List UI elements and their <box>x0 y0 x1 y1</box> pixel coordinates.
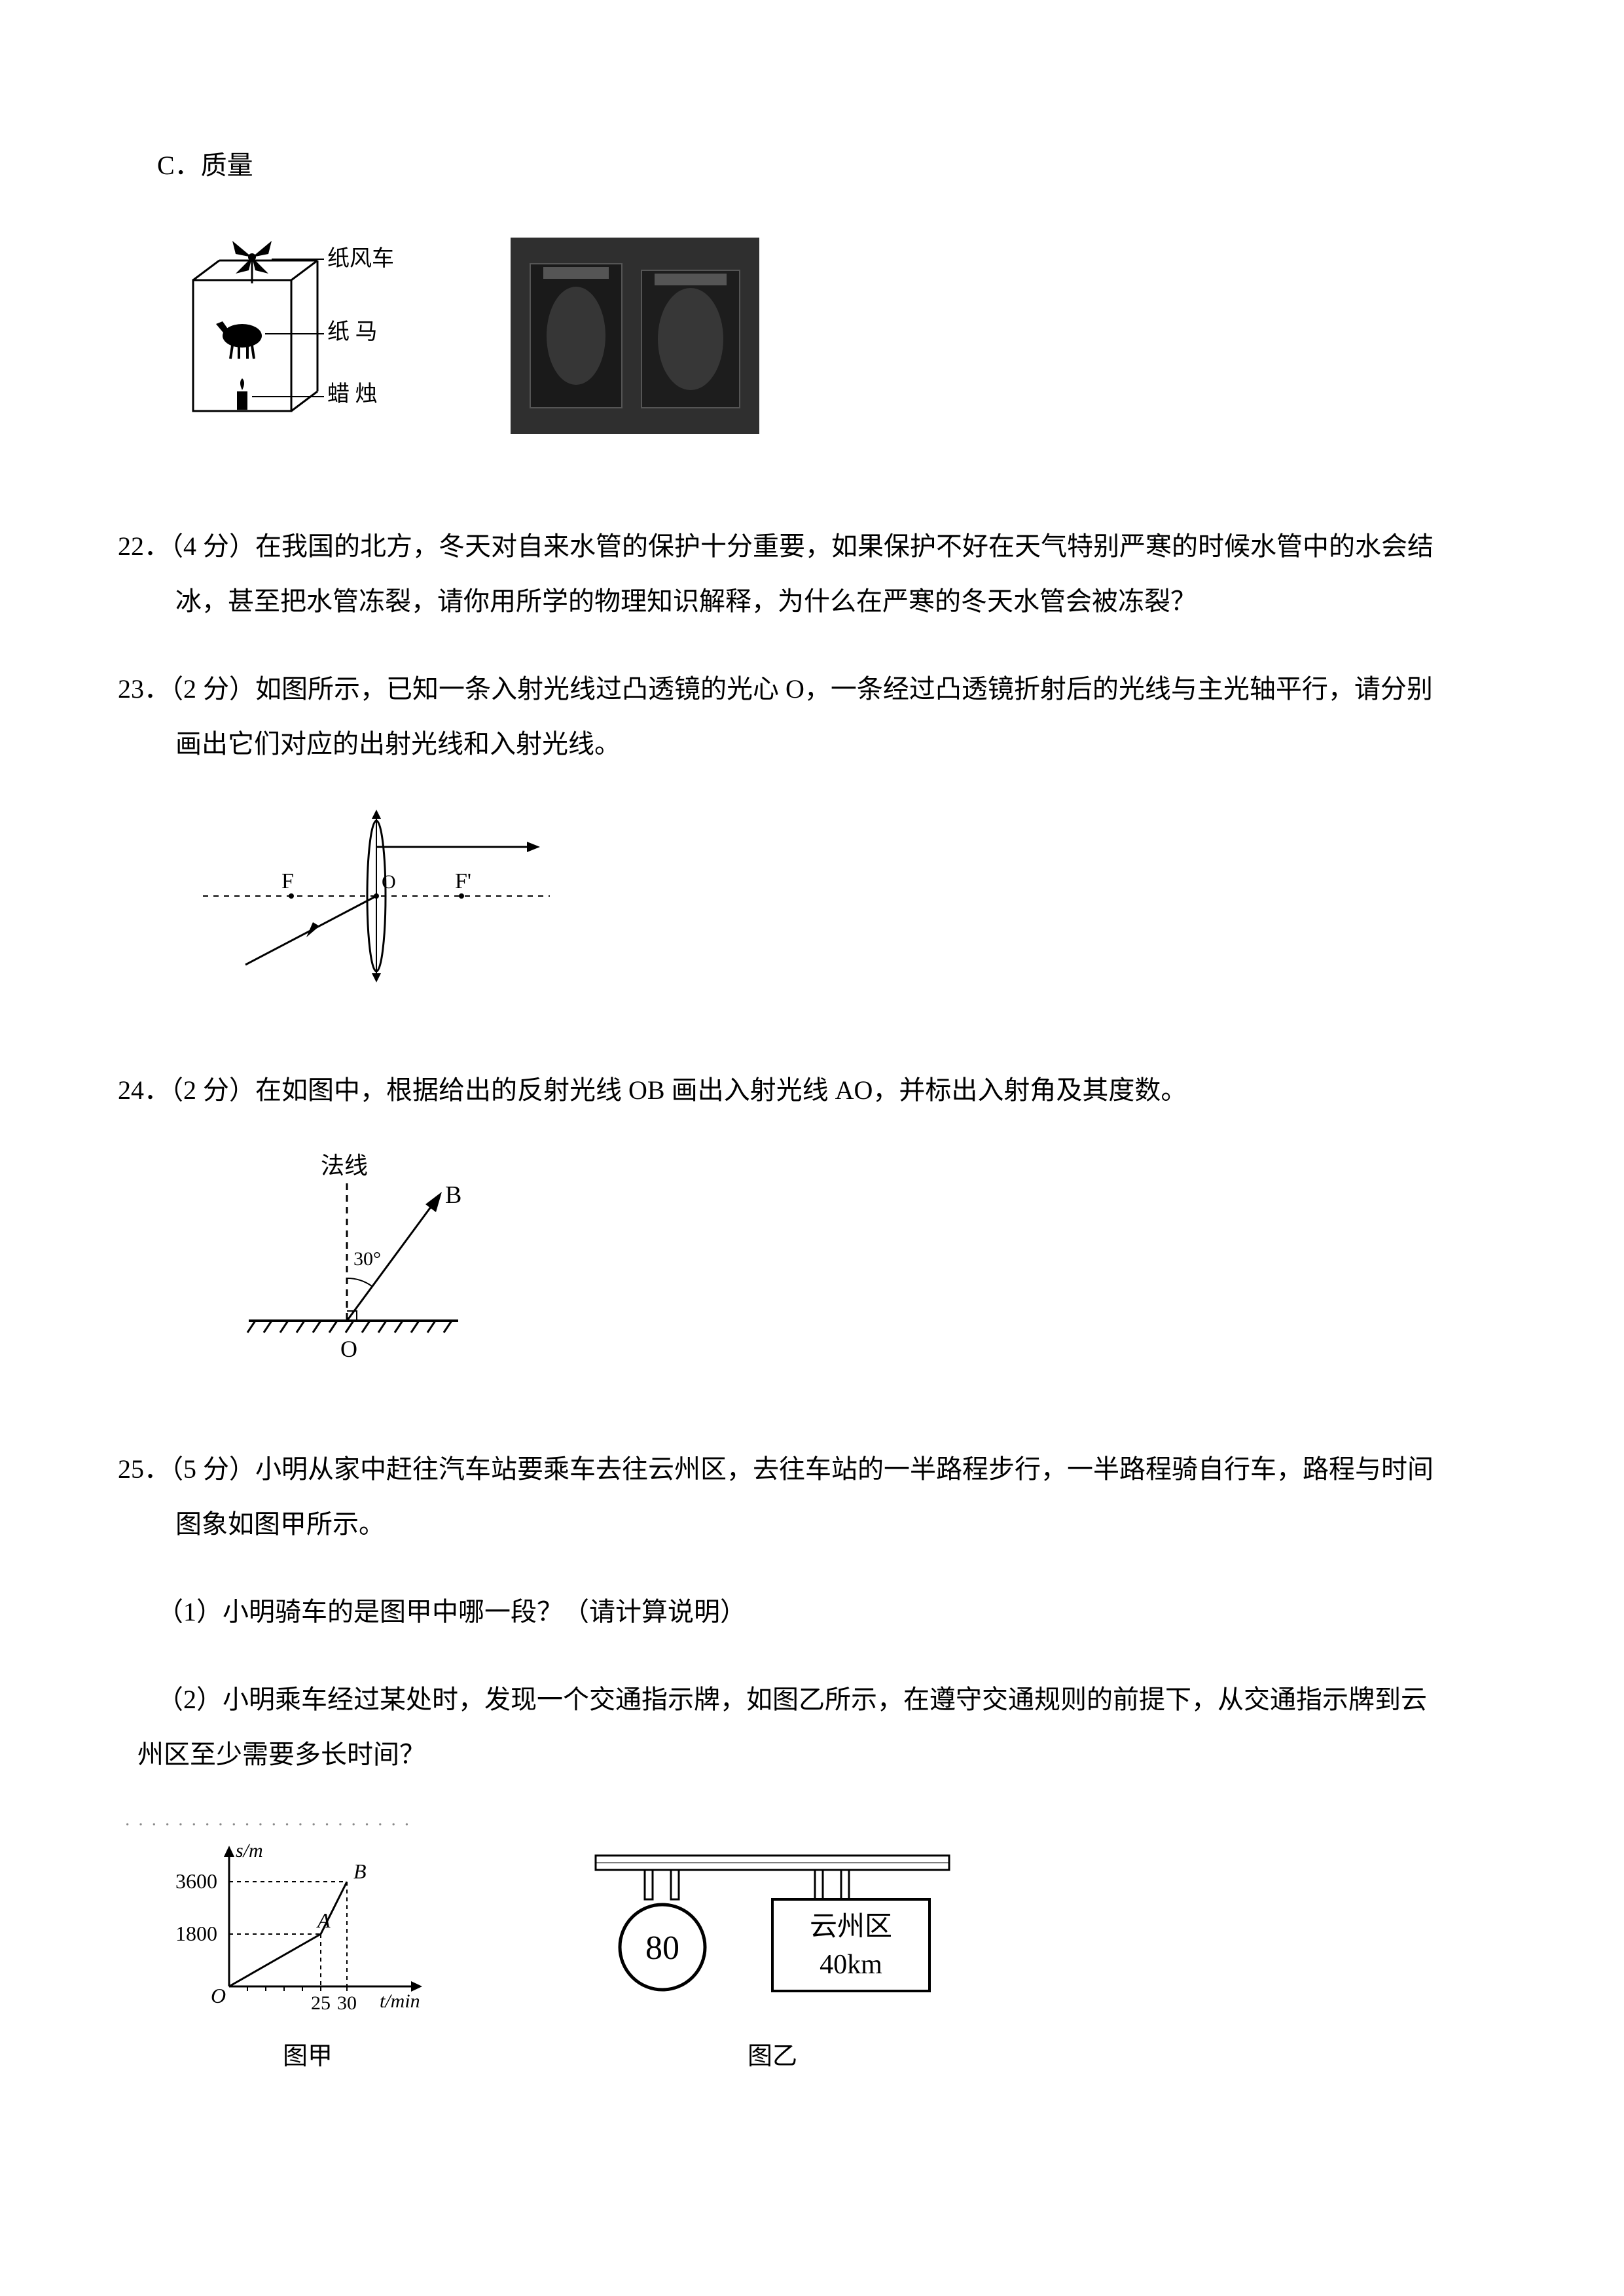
q23-points: （2 分） <box>170 674 255 704</box>
q25-sub2: （2）小明乘车经过某处时，发现一个交通指示牌，如图乙所示，在遵守交通规则的前提下… <box>157 1672 1506 1782</box>
sign-yi-wrapper: 80 云州区 40km 图乙 <box>589 1842 956 2072</box>
chart-x25: 25 <box>311 1992 331 2014</box>
pinwheel-figure: 纸风车 纸 马 蜡 烛 <box>157 234 393 440</box>
q24-text: 在如图中，根据给出的反射光线 OB 画出入射光线 AO，并标出入射角及其度数。 <box>255 1075 1187 1105</box>
chart-jia: s/m 3600 1800 O 25 30 t/min <box>170 1829 445 2026</box>
sign-yi: 80 云州区 40km <box>589 1842 956 2026</box>
q25-sub1: （1）小明骑车的是图甲中哪一段？（请计算说明） <box>157 1585 1506 1640</box>
sign-caption-yi: 图乙 <box>589 2036 956 2072</box>
chart-x30: 30 <box>337 1992 357 2014</box>
mirror-angle: 30° <box>353 1248 381 1270</box>
chart-origin: O <box>211 1984 226 2007</box>
q22-line2: 冰，甚至把水管冻裂，请你用所学的物理知识解释，为什么在严寒的冬天水管会被冻裂？ <box>118 574 1506 629</box>
lens-figure: F O F' <box>196 804 1506 991</box>
chart-A: A <box>316 1909 331 1932</box>
chart-ylabel: s/m <box>236 1840 263 1861</box>
q25-points: （5 分） <box>170 1454 255 1484</box>
mirror-O: O <box>340 1336 357 1362</box>
figure-row-21: 纸风车 纸 马 蜡 烛 <box>157 234 1506 440</box>
lantern-figure <box>511 238 759 437</box>
chart-y1800: 1800 <box>175 1922 217 1945</box>
q22-num: 22． <box>118 531 170 561</box>
q23-line2: 画出它们对应的出射光线和入射光线。 <box>118 717 1506 772</box>
pinwheel-label-mid: 纸 马 <box>327 319 378 344</box>
pinwheel-label-bot: 蜡 烛 <box>327 382 378 406</box>
q25-num: 25． <box>118 1454 170 1484</box>
chart-caption-jia: 图甲 <box>170 2036 445 2072</box>
sign-dest: 云州区 <box>810 1912 892 1942</box>
q22-points: （4 分） <box>170 531 255 561</box>
sign-speed: 80 <box>645 1929 679 1967</box>
q23-line1: 如图所示，已知一条入射光线过凸透镜的光心 O，一条经过凸透镜折射后的光线与主光轴… <box>255 674 1433 704</box>
q24-points: （2 分） <box>170 1075 255 1105</box>
lens-O: O <box>382 871 396 893</box>
pinwheel-label-top: 纸风车 <box>327 246 393 271</box>
q23-num: 23． <box>118 674 170 704</box>
lens-F-right: F' <box>455 869 471 893</box>
sign-dist: 40km <box>820 1950 882 1980</box>
chart-y3600: 3600 <box>175 1869 217 1893</box>
q25-sub2-line1: （2）小明乘车经过某处时，发现一个交通指示牌，如图乙所示，在遵守交通规则的前提下… <box>157 1685 1427 1714</box>
option-c-text: C．质量 <box>157 144 1506 182</box>
question-24: 24．（2 分）在如图中，根据给出的反射光线 OB 画出入射光线 AO，并标出入… <box>118 1063 1506 1118</box>
question-25: 25．（5 分）小明从家中赶往汽车站要乘车去往云州区，去往车站的一半路程步行，一… <box>118 1442 1506 1552</box>
q25-figures: s/m 3600 1800 O 25 30 t/min <box>170 1829 1506 2072</box>
q24-num: 24． <box>118 1075 170 1105</box>
q25-line2: 图象如图甲所示。 <box>118 1497 1506 1552</box>
normal-label: 法线 <box>321 1153 368 1179</box>
chart-xlabel: t/min <box>380 1990 420 2012</box>
question-22: 22．（4 分）在我国的北方，冬天对自来水管的保护十分重要，如果保护不好在天气特… <box>118 519 1506 629</box>
chart-jia-wrapper: s/m 3600 1800 O 25 30 t/min <box>170 1829 445 2072</box>
q25-line1: 小明从家中赶往汽车站要乘车去往云州区，去往车站的一半路程步行，一半路程骑自行车，… <box>255 1454 1434 1484</box>
q22-line1: 在我国的北方，冬天对自来水管的保护十分重要，如果保护不好在天气特别严寒的时候水管… <box>255 531 1434 561</box>
question-23: 23．（2 分）如图所示，已知一条入射光线过凸透镜的光心 O，一条经过凸透镜折射… <box>118 662 1506 772</box>
chart-B: B <box>353 1859 367 1883</box>
mirror-figure: 法线 B 30° <box>229 1151 1506 1370</box>
mirror-B: B <box>445 1181 461 1209</box>
q25-sub2-line2: 州区至少需要多长时间？ <box>137 1727 425 1782</box>
lens-F-left: F <box>281 869 294 893</box>
